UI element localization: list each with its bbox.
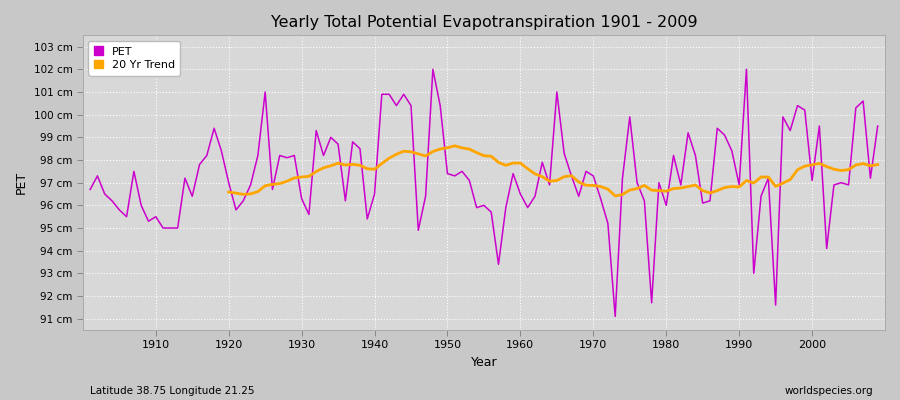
Text: Latitude 38.75 Longitude 21.25: Latitude 38.75 Longitude 21.25 [90,386,255,396]
Text: worldspecies.org: worldspecies.org [785,386,873,396]
Title: Yearly Total Potential Evapotranspiration 1901 - 2009: Yearly Total Potential Evapotranspiratio… [271,15,698,30]
Y-axis label: PET: PET [15,171,28,194]
X-axis label: Year: Year [471,356,497,369]
Legend: PET, 20 Yr Trend: PET, 20 Yr Trend [88,41,180,76]
